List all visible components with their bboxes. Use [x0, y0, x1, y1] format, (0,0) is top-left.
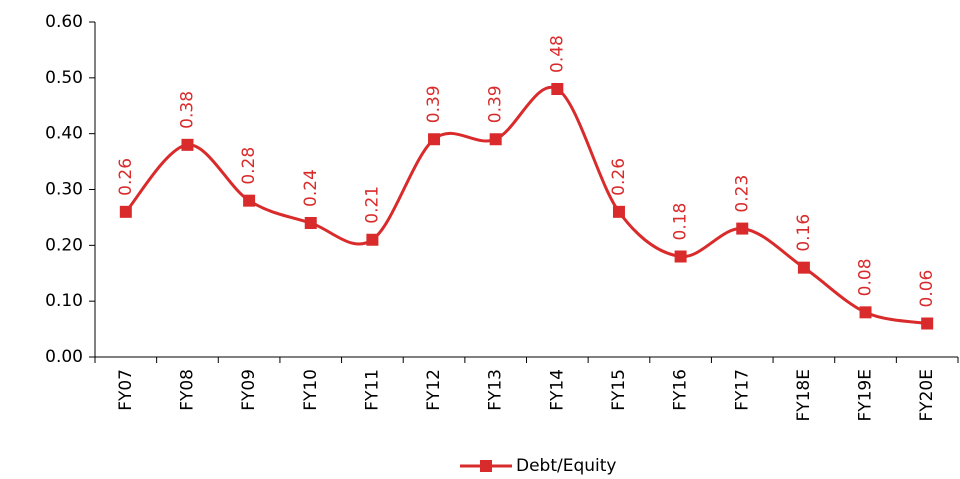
data-point [674, 250, 687, 263]
data-label: 0.39 [486, 85, 506, 123]
data-point [181, 138, 194, 151]
y-tick-label: 0.10 [45, 291, 83, 311]
data-point [243, 194, 256, 207]
x-tick-label: FY18E [794, 369, 814, 422]
data-label: 0.28 [239, 147, 259, 185]
data-point [736, 222, 749, 235]
x-tick-label: FY15 [609, 369, 629, 411]
x-tick-label: FY10 [301, 369, 321, 411]
x-tick-label: FY07 [116, 369, 136, 411]
legend-marker [480, 460, 492, 472]
y-tick-label: 0.00 [45, 347, 83, 367]
y-tick-label: 0.50 [45, 68, 83, 88]
data-point [119, 205, 132, 218]
data-point [428, 133, 441, 146]
y-tick-label: 0.40 [45, 124, 83, 144]
data-label: 0.38 [177, 91, 197, 129]
data-label: 0.06 [917, 270, 937, 308]
x-tick-label: FY14 [547, 369, 567, 411]
data-point [304, 217, 317, 229]
data-point [551, 83, 564, 95]
data-label: 0.48 [547, 35, 567, 73]
x-tick-label: FY12 [424, 369, 444, 411]
x-tick-label: FY11 [362, 369, 382, 411]
x-tick-label: FY19E [856, 369, 876, 422]
x-tick-label: FY17 [732, 369, 752, 411]
data-label: 0.18 [671, 203, 691, 241]
x-tick-label: FY16 [671, 369, 691, 411]
legend-label: Debt/Equity [516, 456, 617, 476]
x-tick-label: FY20E [917, 369, 937, 422]
y-tick-label: 0.60 [45, 12, 83, 32]
x-tick-label: FY09 [239, 369, 259, 411]
data-point [921, 317, 934, 330]
data-label: 0.39 [424, 85, 444, 123]
data-label: 0.21 [362, 186, 382, 224]
data-point [612, 205, 625, 218]
data-point [489, 133, 502, 146]
data-label: 0.26 [609, 158, 629, 196]
y-tick-label: 0.20 [45, 235, 83, 255]
x-tick-label: FY08 [177, 369, 197, 411]
data-label: 0.24 [301, 169, 321, 207]
data-label: 0.08 [856, 258, 876, 296]
data-label: 0.26 [116, 158, 136, 196]
y-tick-label: 0.30 [45, 180, 83, 200]
x-tick-label: FY13 [486, 369, 506, 411]
data-label: 0.16 [794, 214, 814, 252]
data-label: 0.23 [732, 175, 752, 213]
data-point [859, 306, 872, 319]
data-point [366, 233, 379, 246]
data-point [797, 261, 810, 274]
